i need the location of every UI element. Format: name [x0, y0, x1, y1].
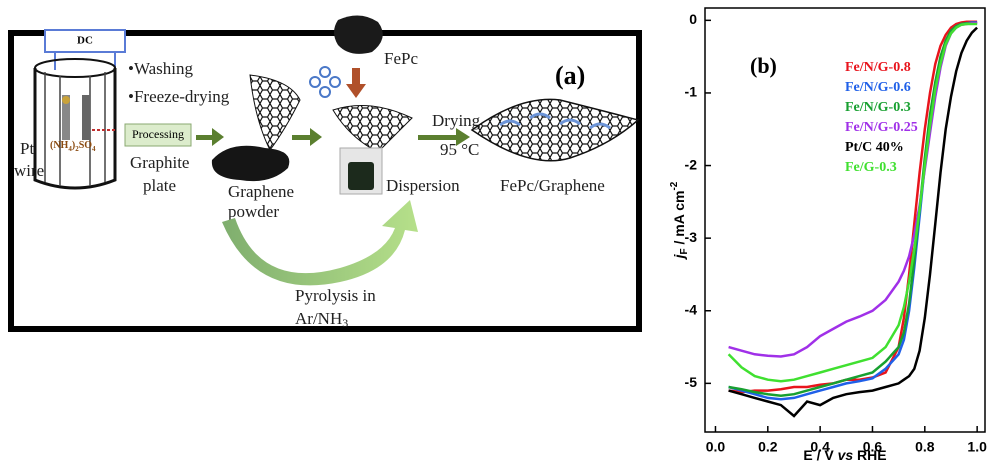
legend-entry: Pt/C 40% [845, 140, 904, 155]
electrolyte: (NH4)2SO4 [50, 140, 96, 152]
data-line [728, 26, 978, 418]
graphene-sheet [249, 74, 301, 151]
dispersion-label: Dispersion [386, 176, 460, 195]
arrow [346, 68, 366, 98]
fepc-label: FePc [384, 49, 418, 68]
arrow [196, 128, 224, 146]
fepc-graphene [470, 98, 640, 162]
step: •Freeze-drying [128, 87, 230, 106]
legend-entry: Fe/N/G-0.25 [845, 120, 918, 135]
graphene-label: Graphene [228, 182, 294, 201]
beaker-lines [44, 72, 106, 186]
legend-entry: Fe/N/G-0.3 [845, 100, 911, 115]
y-tick-label: -1 [685, 84, 698, 100]
product-label: FePc/Graphene [500, 176, 605, 195]
data-line [728, 20, 978, 394]
data-line [727, 22, 978, 383]
step: •Washing [128, 59, 194, 78]
y-label-part: / mA cm [671, 191, 687, 249]
graphene-powder [211, 145, 290, 182]
graphite-label: Graphite [130, 153, 189, 172]
electrolyte-part: 4 [92, 145, 96, 153]
electrolyte-part: ) [72, 140, 75, 151]
graphite-label: plate [143, 176, 176, 195]
fepc-powder [334, 15, 383, 54]
processing-label: Processing [132, 127, 184, 141]
x-tick-label: 0.2 [758, 439, 778, 455]
fepc-on-graphene [499, 112, 611, 130]
y-label-part: j [671, 253, 687, 260]
beaker [33, 68, 117, 190]
pyrolysis-label: Pyrolysis in [295, 286, 376, 305]
graphene-sheet [332, 105, 413, 153]
electrode [82, 95, 90, 140]
panel-b: (b) E / V vs RHE jF / mA cm-2 0.0 0.2 0.4 0… [669, 7, 987, 463]
x-tick-label: 0.0 [706, 439, 726, 455]
dc-label: DC [77, 35, 93, 47]
pt-label: Pt [20, 139, 34, 158]
x-label-part: RHE [853, 447, 886, 463]
drying-label: Drying [432, 111, 481, 130]
electrolyte-part: 2 [75, 145, 79, 153]
pyrolysis-arrow [222, 200, 418, 286]
data-line [728, 21, 978, 401]
electrolyte-part: SO [79, 140, 93, 151]
legend-entry: Fe/G-0.3 [845, 160, 897, 175]
y-axis-label: jF / mA cm-2 [669, 181, 690, 260]
y-label-part: -2 [669, 181, 680, 190]
electrolyte-part: (NH [50, 140, 69, 151]
arrow [418, 128, 470, 146]
data-line [728, 21, 978, 397]
x-tick-label: 0.8 [915, 439, 935, 455]
pt-label: wire [14, 161, 44, 180]
electrode [62, 95, 70, 140]
pyrolysis-label: Ar/NH3 [295, 309, 348, 330]
y-tick-label: -3 [685, 229, 698, 245]
panel-label: (b) [750, 53, 777, 78]
y-tick-label: -5 [685, 374, 698, 390]
dispersion [348, 162, 374, 190]
y-label-part: F [679, 248, 690, 254]
x-label-part: vs [838, 447, 854, 463]
y-tick-label: -4 [685, 301, 698, 317]
x-tick-label: 0.6 [863, 439, 883, 455]
plot-frame [704, 7, 986, 433]
arrow [292, 128, 322, 146]
panel-a: DC Pt wire (NH4)2SO4 •Washing •Freeze-dr… [8, 15, 642, 332]
legend-entry: Fe/N/G-0.8 [845, 60, 911, 75]
legend-entry: Fe/N/G-0.6 [845, 80, 911, 95]
pyrolysis-part: Ar/NH [295, 309, 342, 328]
panel-label: (a) [555, 61, 585, 90]
y-tick-label: 0 [689, 11, 697, 27]
drying-label: 95 °C [440, 140, 479, 159]
dc-box [44, 29, 126, 53]
electrolyte-part: 4 [68, 145, 72, 153]
bubble [62, 96, 70, 104]
pyrolysis-part: 3 [342, 316, 348, 330]
x-label-part: E / V [803, 447, 837, 463]
fepc-molecule [309, 66, 341, 98]
x-tick-label: 1.0 [967, 439, 987, 455]
graphene-label: powder [228, 202, 279, 221]
y-tick-label: -2 [685, 156, 698, 172]
x-axis-label: E / V vs RHE [803, 447, 886, 463]
x-tick-label: 0.4 [810, 439, 830, 455]
processing-box [124, 123, 192, 147]
